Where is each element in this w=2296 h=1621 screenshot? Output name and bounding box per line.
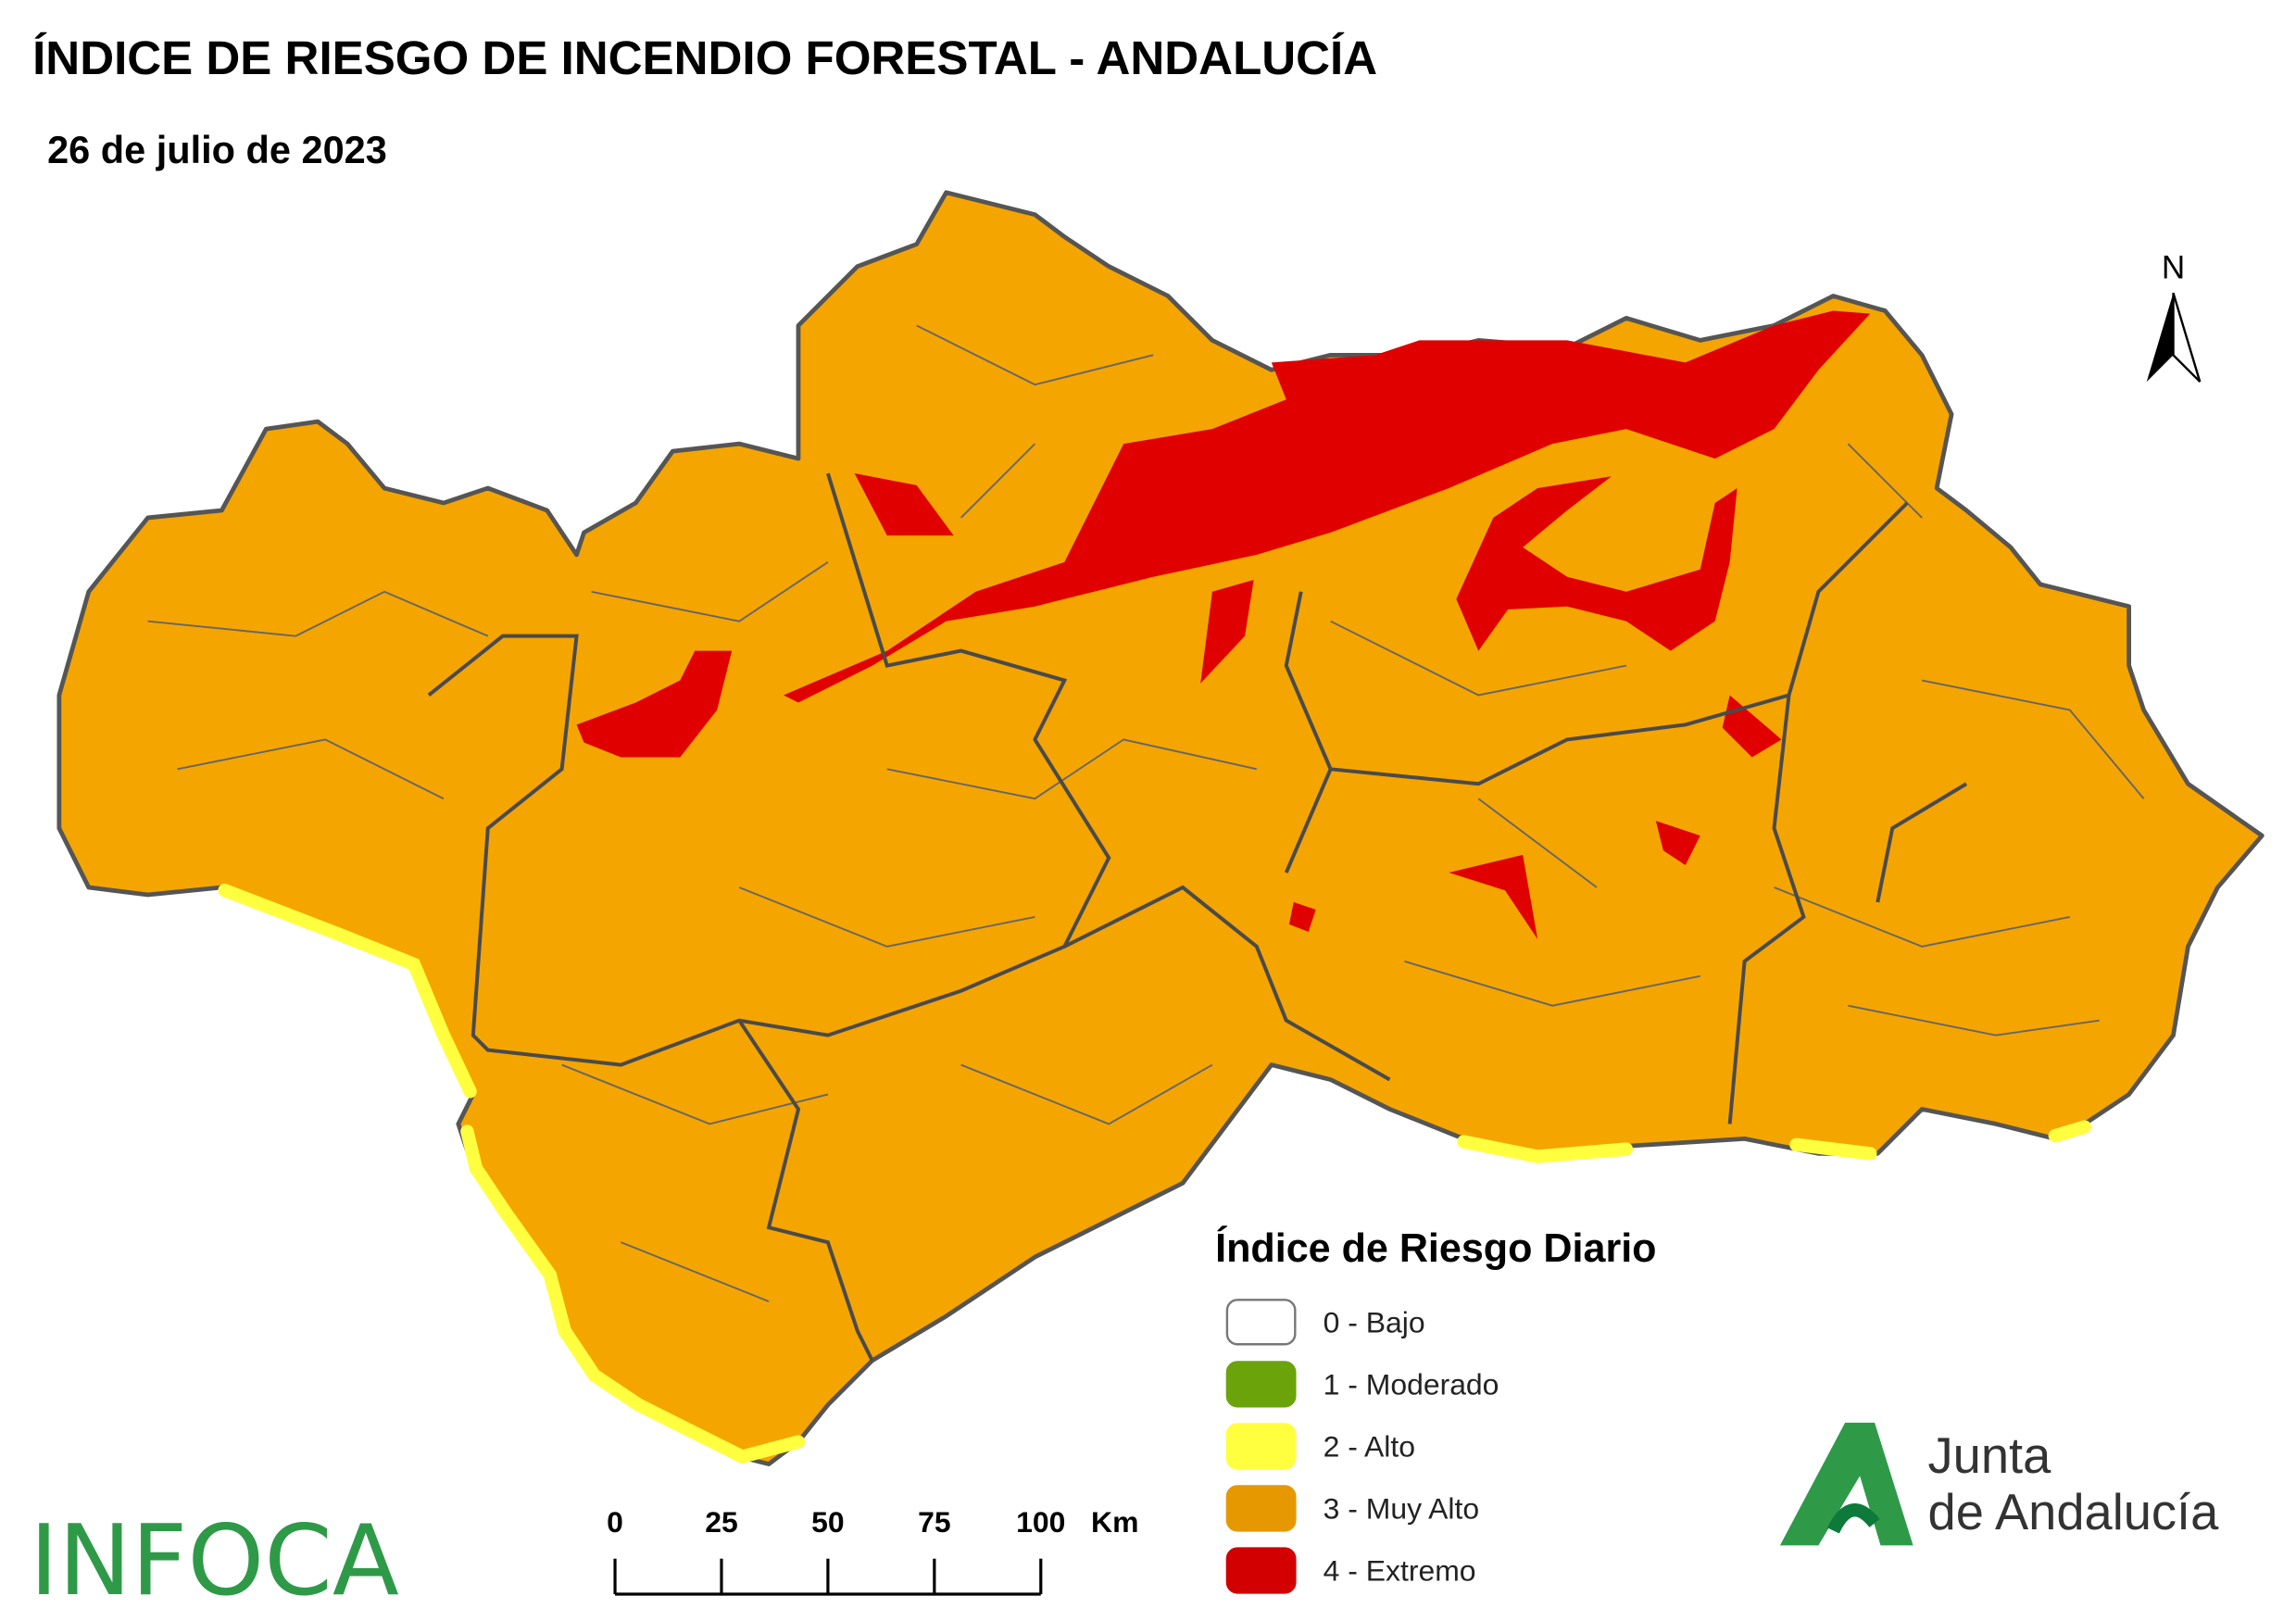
extreme-zone — [1200, 579, 1254, 684]
legend-swatch — [1225, 1299, 1297, 1346]
north-arrow-half — [2146, 293, 2174, 383]
extreme-zone — [576, 650, 733, 758]
extreme-zone — [784, 310, 1871, 703]
north-arrow: N — [2146, 249, 2202, 383]
extreme-zone — [1449, 854, 1538, 939]
coast-strip — [218, 884, 477, 1099]
coast-strip — [1789, 1137, 1877, 1161]
extreme-zone — [854, 473, 954, 536]
north-label: N — [2162, 249, 2185, 285]
extreme-zone — [1288, 901, 1316, 932]
title: ÍNDICE DE RIESGO DE INCENDIO FORESTAL - … — [32, 31, 1377, 84]
junta-text: Junta — [1928, 1427, 2052, 1484]
extreme-zone — [1456, 476, 1738, 651]
map — [56, 190, 2265, 1466]
border-line — [737, 1019, 874, 1362]
scale-label: 75 — [918, 1505, 951, 1539]
legend-label: 3 - Muy Alto — [1324, 1492, 1479, 1526]
province-borders — [427, 472, 1968, 1362]
infoca-logo: INFOCA — [30, 1503, 399, 1617]
junta-text: de Andalucía — [1928, 1484, 2220, 1540]
junta-logo: Junta de Andalucía — [1779, 1422, 2220, 1546]
scale-label: 100 — [1016, 1505, 1065, 1539]
border-line — [1063, 501, 1968, 1125]
municipal-borders — [147, 324, 2145, 1302]
legend-swatch — [1225, 1547, 1297, 1594]
coast-strip — [2048, 1120, 2091, 1143]
legend-label: 0 - Bajo — [1324, 1305, 1425, 1338]
coast-strip — [1457, 1135, 1634, 1163]
north-arrow-half — [2172, 292, 2202, 383]
legend-title: Índice de Riesgo Diario — [1215, 1226, 1656, 1271]
coastal-alto — [218, 884, 2091, 1464]
junta-mark-curve — [1826, 1503, 1880, 1534]
junta-mark — [1779, 1422, 1913, 1546]
extreme-zones — [576, 310, 1871, 939]
coast-strip — [460, 1125, 806, 1464]
border-line — [427, 472, 1111, 1067]
legend-swatch — [1225, 1485, 1297, 1532]
legend-swatch — [1225, 1423, 1297, 1470]
scale-bar: 0 25 50 75 100 Km — [607, 1505, 1138, 1596]
scale-label: 0 — [607, 1505, 623, 1539]
scale-label: 50 — [811, 1505, 845, 1539]
legend-label: 2 - Alto — [1324, 1430, 1415, 1464]
border-lines — [147, 324, 2145, 1302]
legend: Índice de Riesgo Diario 0 - Bajo 1 - Mode… — [1215, 1226, 1657, 1594]
scale-label: 25 — [705, 1505, 738, 1539]
extreme-zone — [1655, 821, 1700, 866]
region-outline — [56, 190, 2265, 1466]
legend-label: 4 - Extremo — [1324, 1554, 1476, 1588]
legend-label: 1 - Moderado — [1324, 1368, 1499, 1401]
scale-unit: Km — [1091, 1505, 1138, 1539]
legend-swatch — [1225, 1361, 1297, 1408]
subtitle: 26 de julio de 2023 — [47, 128, 387, 171]
